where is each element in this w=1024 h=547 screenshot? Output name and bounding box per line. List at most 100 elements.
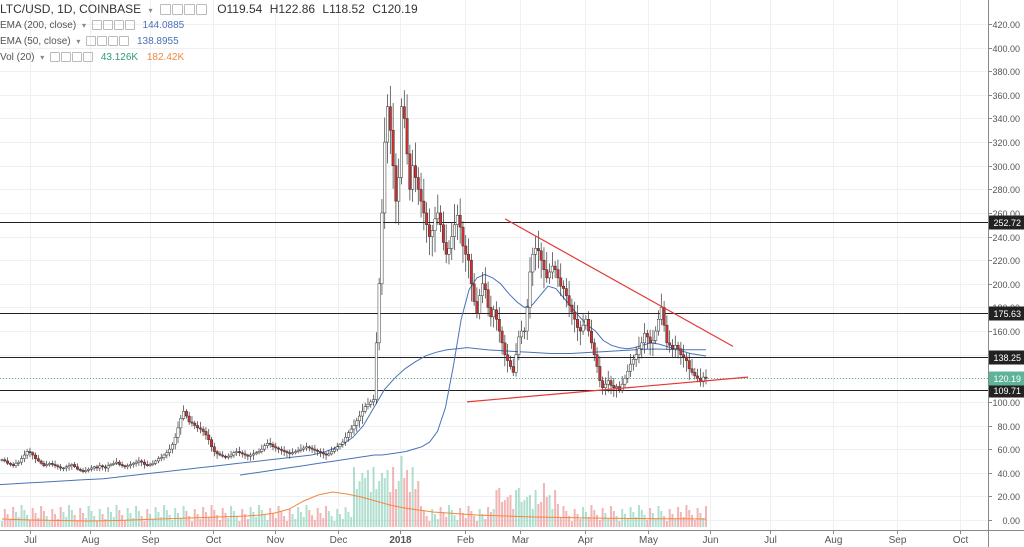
close-icon[interactable] (113, 20, 124, 31)
candle-body (207, 434, 211, 440)
candle-body (388, 106, 392, 131)
volume-bar (68, 505, 71, 527)
volume-bar (534, 490, 537, 527)
volume-bar (369, 492, 372, 527)
y-tick-label: 200.00 (992, 280, 1020, 290)
volume-bar (487, 507, 490, 527)
close-icon[interactable] (183, 4, 195, 16)
x-tick-label: Dec (330, 535, 348, 546)
volume-bar (612, 511, 615, 527)
indicator-ema50[interactable]: EMA (50, close) ▾ 138.8955 (0, 36, 179, 47)
volume-bar (23, 510, 26, 527)
volume-bar (657, 506, 660, 527)
eye-icon[interactable] (86, 36, 97, 47)
eye-icon[interactable] (50, 52, 61, 63)
more-icon[interactable] (124, 20, 135, 31)
candle-body (665, 324, 669, 344)
candlesticks (0, 86, 708, 474)
volume-bar (48, 521, 51, 527)
volume-bar (179, 518, 182, 527)
close-icon[interactable] (108, 36, 119, 47)
chevron-down-icon[interactable]: ▾ (40, 53, 45, 63)
volume-bar (266, 520, 269, 527)
eye-icon[interactable] (159, 4, 171, 16)
candle-body (444, 242, 448, 255)
chevron-down-icon[interactable]: ▾ (148, 6, 153, 15)
candle-body (36, 458, 40, 462)
candle-body (545, 269, 549, 279)
volume-bar (177, 513, 179, 527)
candle-body (81, 470, 85, 472)
y-tick-label: 100.00 (992, 398, 1020, 408)
volume-bar (705, 506, 707, 527)
volume-bar (503, 500, 506, 527)
eye-icon[interactable] (91, 20, 102, 31)
close-icon[interactable] (72, 52, 83, 63)
candle-body (704, 376, 708, 379)
candle-body (640, 342, 644, 350)
volume-bar (350, 517, 353, 527)
volume-bar (40, 506, 43, 527)
volume-bar (207, 517, 210, 527)
volume-bar (213, 510, 216, 527)
volume-bar (392, 467, 395, 527)
x-tick-label: Mar (512, 535, 530, 546)
candle-body (631, 359, 635, 365)
chevron-down-icon[interactable]: ▾ (76, 37, 81, 47)
candle-body (559, 277, 563, 287)
volume-bar (322, 518, 325, 527)
candle-body (64, 466, 68, 469)
candle-body (648, 336, 652, 344)
candle-body (187, 415, 191, 423)
volume-bar (453, 515, 456, 527)
volume-bar (607, 518, 610, 527)
candle-body (391, 130, 395, 166)
candle-body (291, 452, 294, 455)
candle-body (651, 340, 655, 344)
plot-background (0, 0, 988, 530)
candle-body (693, 372, 697, 377)
candle-body (539, 250, 543, 261)
volume-bar (302, 517, 305, 527)
settings-icon[interactable] (171, 4, 183, 16)
candle-body (106, 465, 110, 469)
candle-body (50, 463, 54, 465)
indicator-ema200[interactable]: EMA (200, close) ▾ 144.0885 (0, 20, 184, 31)
y-tick-label: 240.00 (992, 233, 1020, 243)
more-icon[interactable] (195, 4, 207, 16)
volume-bar (3, 509, 6, 527)
chevron-down-icon[interactable]: ▾ (81, 21, 86, 31)
volume-bar (140, 516, 143, 527)
volume-bar (210, 505, 213, 527)
candle-body (402, 106, 406, 119)
volume-bar (182, 506, 185, 527)
candle-body (360, 411, 364, 417)
candle-body (330, 451, 334, 455)
candle-body (517, 336, 521, 355)
candle-body (75, 466, 79, 470)
candle-body (427, 224, 431, 237)
candle-body (469, 259, 473, 285)
price-axis[interactable]: 420.00 400.00 380.00 360.00 340.00 320.00 300.… (988, 0, 1024, 547)
candle-body (659, 307, 663, 320)
candle-body (352, 425, 356, 430)
time-axis[interactable]: Jul Aug Sep Oct Nov Dec 2018 Feb Mar Apr May Jun Jul… (0, 530, 1024, 546)
ema200-path (0, 347, 706, 486)
volume-bar (414, 489, 417, 527)
indicator-volume[interactable]: Vol (20) ▾ 43.126K 182.42K (0, 52, 184, 63)
candle-body (123, 465, 127, 468)
volume-bar (517, 488, 520, 527)
volume-bar (149, 514, 152, 527)
more-icon[interactable] (83, 52, 94, 63)
candle-body (145, 464, 149, 466)
settings-icon[interactable] (97, 36, 108, 47)
more-icon[interactable] (119, 36, 130, 47)
volume-bar (498, 488, 501, 527)
volume-bar (20, 505, 23, 527)
settings-icon[interactable] (61, 52, 72, 63)
volume-bar (529, 495, 531, 527)
candle-body (433, 218, 437, 231)
volume-bar (76, 520, 79, 527)
settings-icon[interactable] (102, 20, 113, 31)
